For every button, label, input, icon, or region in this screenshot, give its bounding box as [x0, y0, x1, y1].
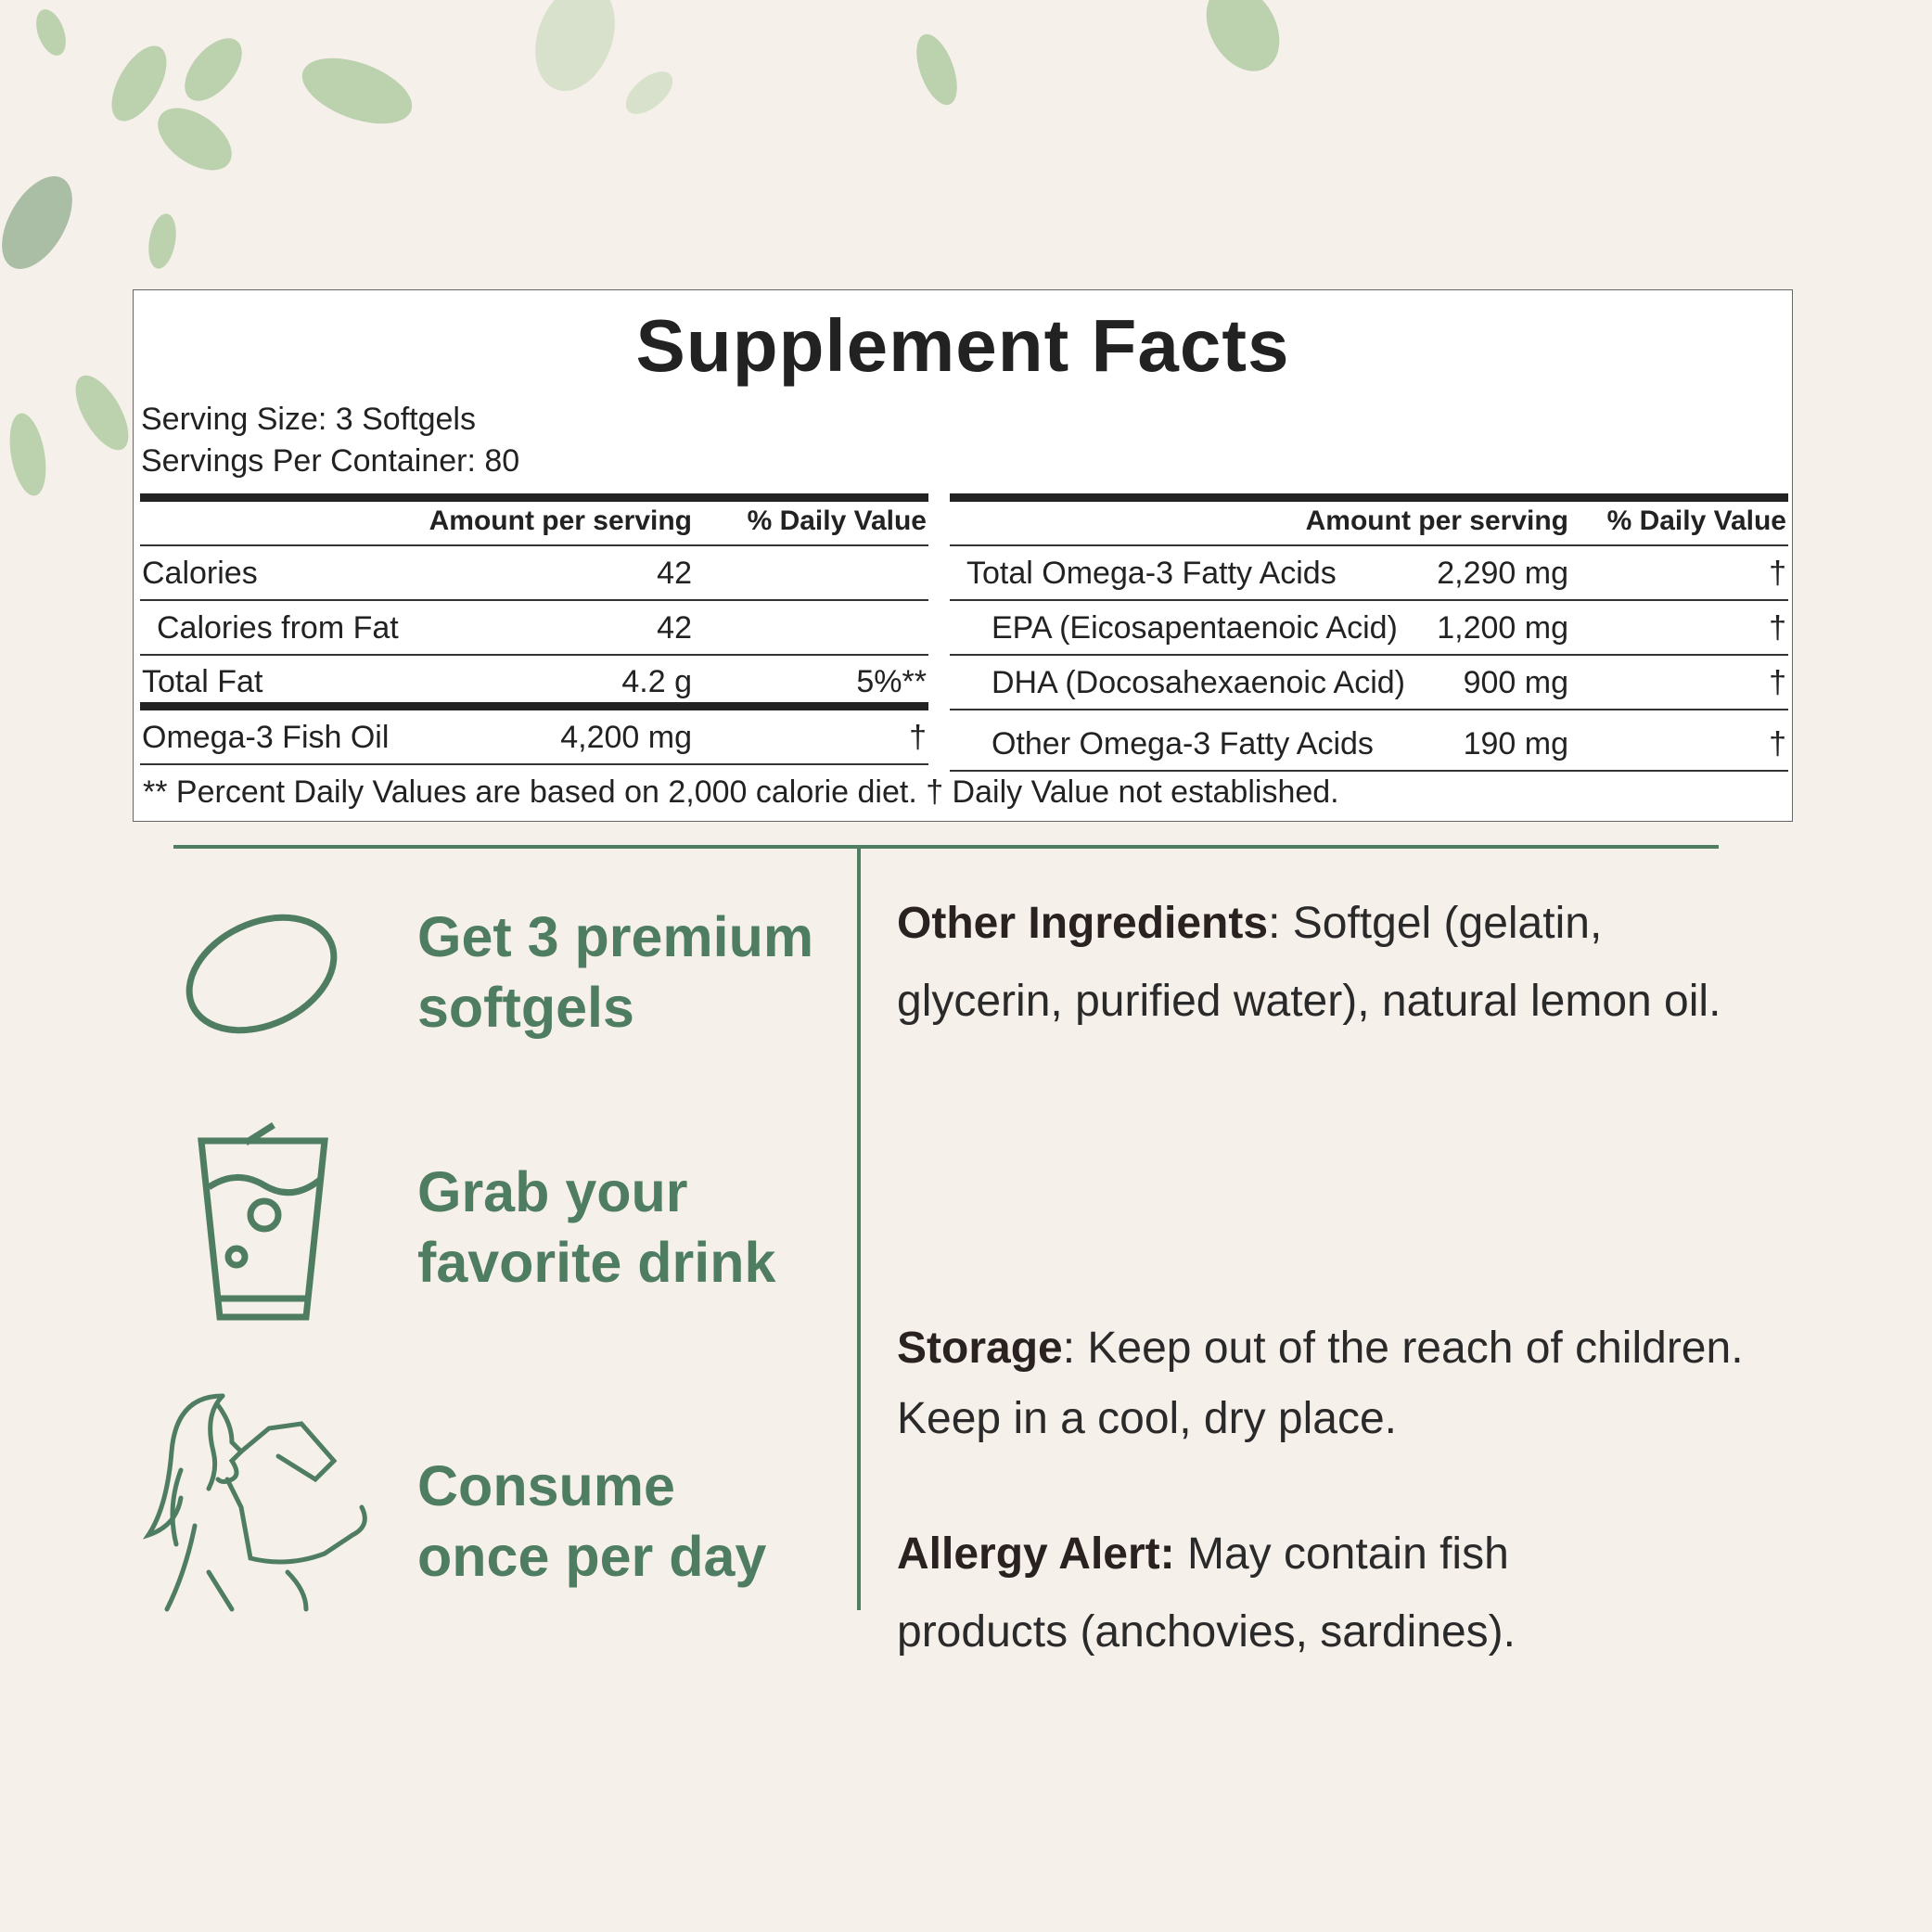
row-name: Other Omega-3 Fatty Acids — [992, 726, 1374, 761]
vertical-divider — [857, 847, 861, 1610]
row-amount: 900 mg — [1463, 665, 1568, 700]
serving-size: Serving Size: 3 Softgels — [141, 402, 476, 437]
step-line: once per day — [417, 1525, 767, 1588]
row-dv: 5%** — [856, 664, 927, 699]
step-line: Grab your — [417, 1160, 688, 1223]
decorative-leaves — [2, 0, 1280, 496]
row-dv: † — [1769, 665, 1786, 700]
row-amount: 190 mg — [1463, 726, 1568, 761]
row-name: DHA (Docosahexaenoic Acid) — [992, 665, 1406, 700]
servings-per-container: Servings Per Container: 80 — [141, 443, 520, 479]
table-row: EPA (Eicosapentaenoic Acid) 1,200 mg † — [950, 601, 1788, 656]
step-line: softgels — [417, 976, 634, 1039]
table-header: Amount per serving % Daily Value — [950, 502, 1788, 546]
header-dv: % Daily Value — [747, 505, 927, 536]
header-amount: Amount per serving — [1305, 505, 1568, 536]
row-name: Total Fat — [142, 664, 263, 699]
row-name: Omega-3 Fish Oil — [142, 720, 390, 755]
allergy-alert: Allergy Alert: May contain fish products… — [897, 1516, 1620, 1671]
step-line: Get 3 premium — [417, 905, 814, 968]
row-dv: † — [909, 720, 927, 755]
other-ingredients-text: : Softgel (gelatin, glycerin, purified w… — [897, 899, 1721, 1026]
row-dv: † — [1769, 610, 1786, 646]
table-row: DHA (Docosahexaenoic Acid) 900 mg † — [950, 656, 1788, 710]
storage-text: : Keep out of the reach of children. Kee… — [897, 1324, 1744, 1443]
storage-label: Storage — [897, 1324, 1063, 1373]
allergy-label: Allergy Alert: — [897, 1529, 1175, 1579]
thick-divider — [140, 493, 928, 502]
row-name: Calories — [142, 556, 258, 591]
row-amount: 1,200 mg — [1437, 610, 1568, 646]
step-consume-daily: Consume once per day — [417, 1451, 766, 1592]
thick-divider — [950, 493, 1788, 502]
step-line: favorite drink — [417, 1231, 776, 1294]
drink-glass-icon — [198, 1122, 328, 1321]
facts-title: Supplement Facts — [635, 304, 1290, 387]
table-header: Amount per serving % Daily Value — [140, 502, 928, 546]
row-amount: 42 — [657, 610, 692, 646]
table-row: Calories 42 — [140, 546, 928, 601]
row-amount: 4.2 g — [621, 664, 692, 699]
table-row: Total Omega-3 Fatty Acids 2,290 mg † — [950, 546, 1788, 601]
step-grab-drink: Grab your favorite drink — [417, 1157, 775, 1298]
softgel-icon — [186, 914, 338, 1034]
row-name: Total Omega-3 Fatty Acids — [966, 556, 1337, 591]
supplement-facts-panel: Supplement Facts Serving Size: 3 Softgel… — [133, 289, 1793, 822]
right-facts-table: Amount per serving % Daily Value Total O… — [950, 493, 1788, 772]
table-row: Omega-3 Fish Oil 4,200 mg † — [140, 710, 928, 765]
row-dv: † — [1769, 726, 1786, 761]
other-ingredients-label: Other Ingredients — [897, 899, 1269, 948]
footnote: ** Percent Daily Values are based on 2,0… — [143, 774, 1339, 810]
row-amount: 42 — [657, 556, 692, 591]
row-dv: † — [1769, 556, 1786, 591]
step-get-softgels: Get 3 premium softgels — [417, 902, 813, 1043]
table-row: Total Fat 4.2 g 5%** — [140, 656, 928, 710]
other-ingredients: Other Ingredients: Softgel (gelatin, gly… — [897, 885, 1769, 1041]
row-amount: 4,200 mg — [560, 720, 692, 755]
row-name: Calories from Fat — [157, 610, 399, 646]
header-amount: Amount per serving — [429, 505, 692, 536]
header-dv: % Daily Value — [1606, 505, 1786, 536]
table-row: Other Omega-3 Fatty Acids 190 mg † — [950, 710, 1788, 772]
table-row: Calories from Fat 42 — [140, 601, 928, 656]
woman-drinking-icon — [142, 1393, 367, 1612]
left-facts-table: Amount per serving % Daily Value Calorie… — [140, 493, 928, 765]
allergy-text: May contain fish products (anchovies, sa… — [897, 1529, 1516, 1657]
row-name: EPA (Eicosapentaenoic Acid) — [992, 610, 1398, 646]
step-line: Consume — [417, 1454, 675, 1517]
row-amount: 2,290 mg — [1437, 556, 1568, 591]
storage: Storage: Keep out of the reach of childr… — [897, 1313, 1769, 1454]
horizontal-divider — [173, 845, 1719, 849]
